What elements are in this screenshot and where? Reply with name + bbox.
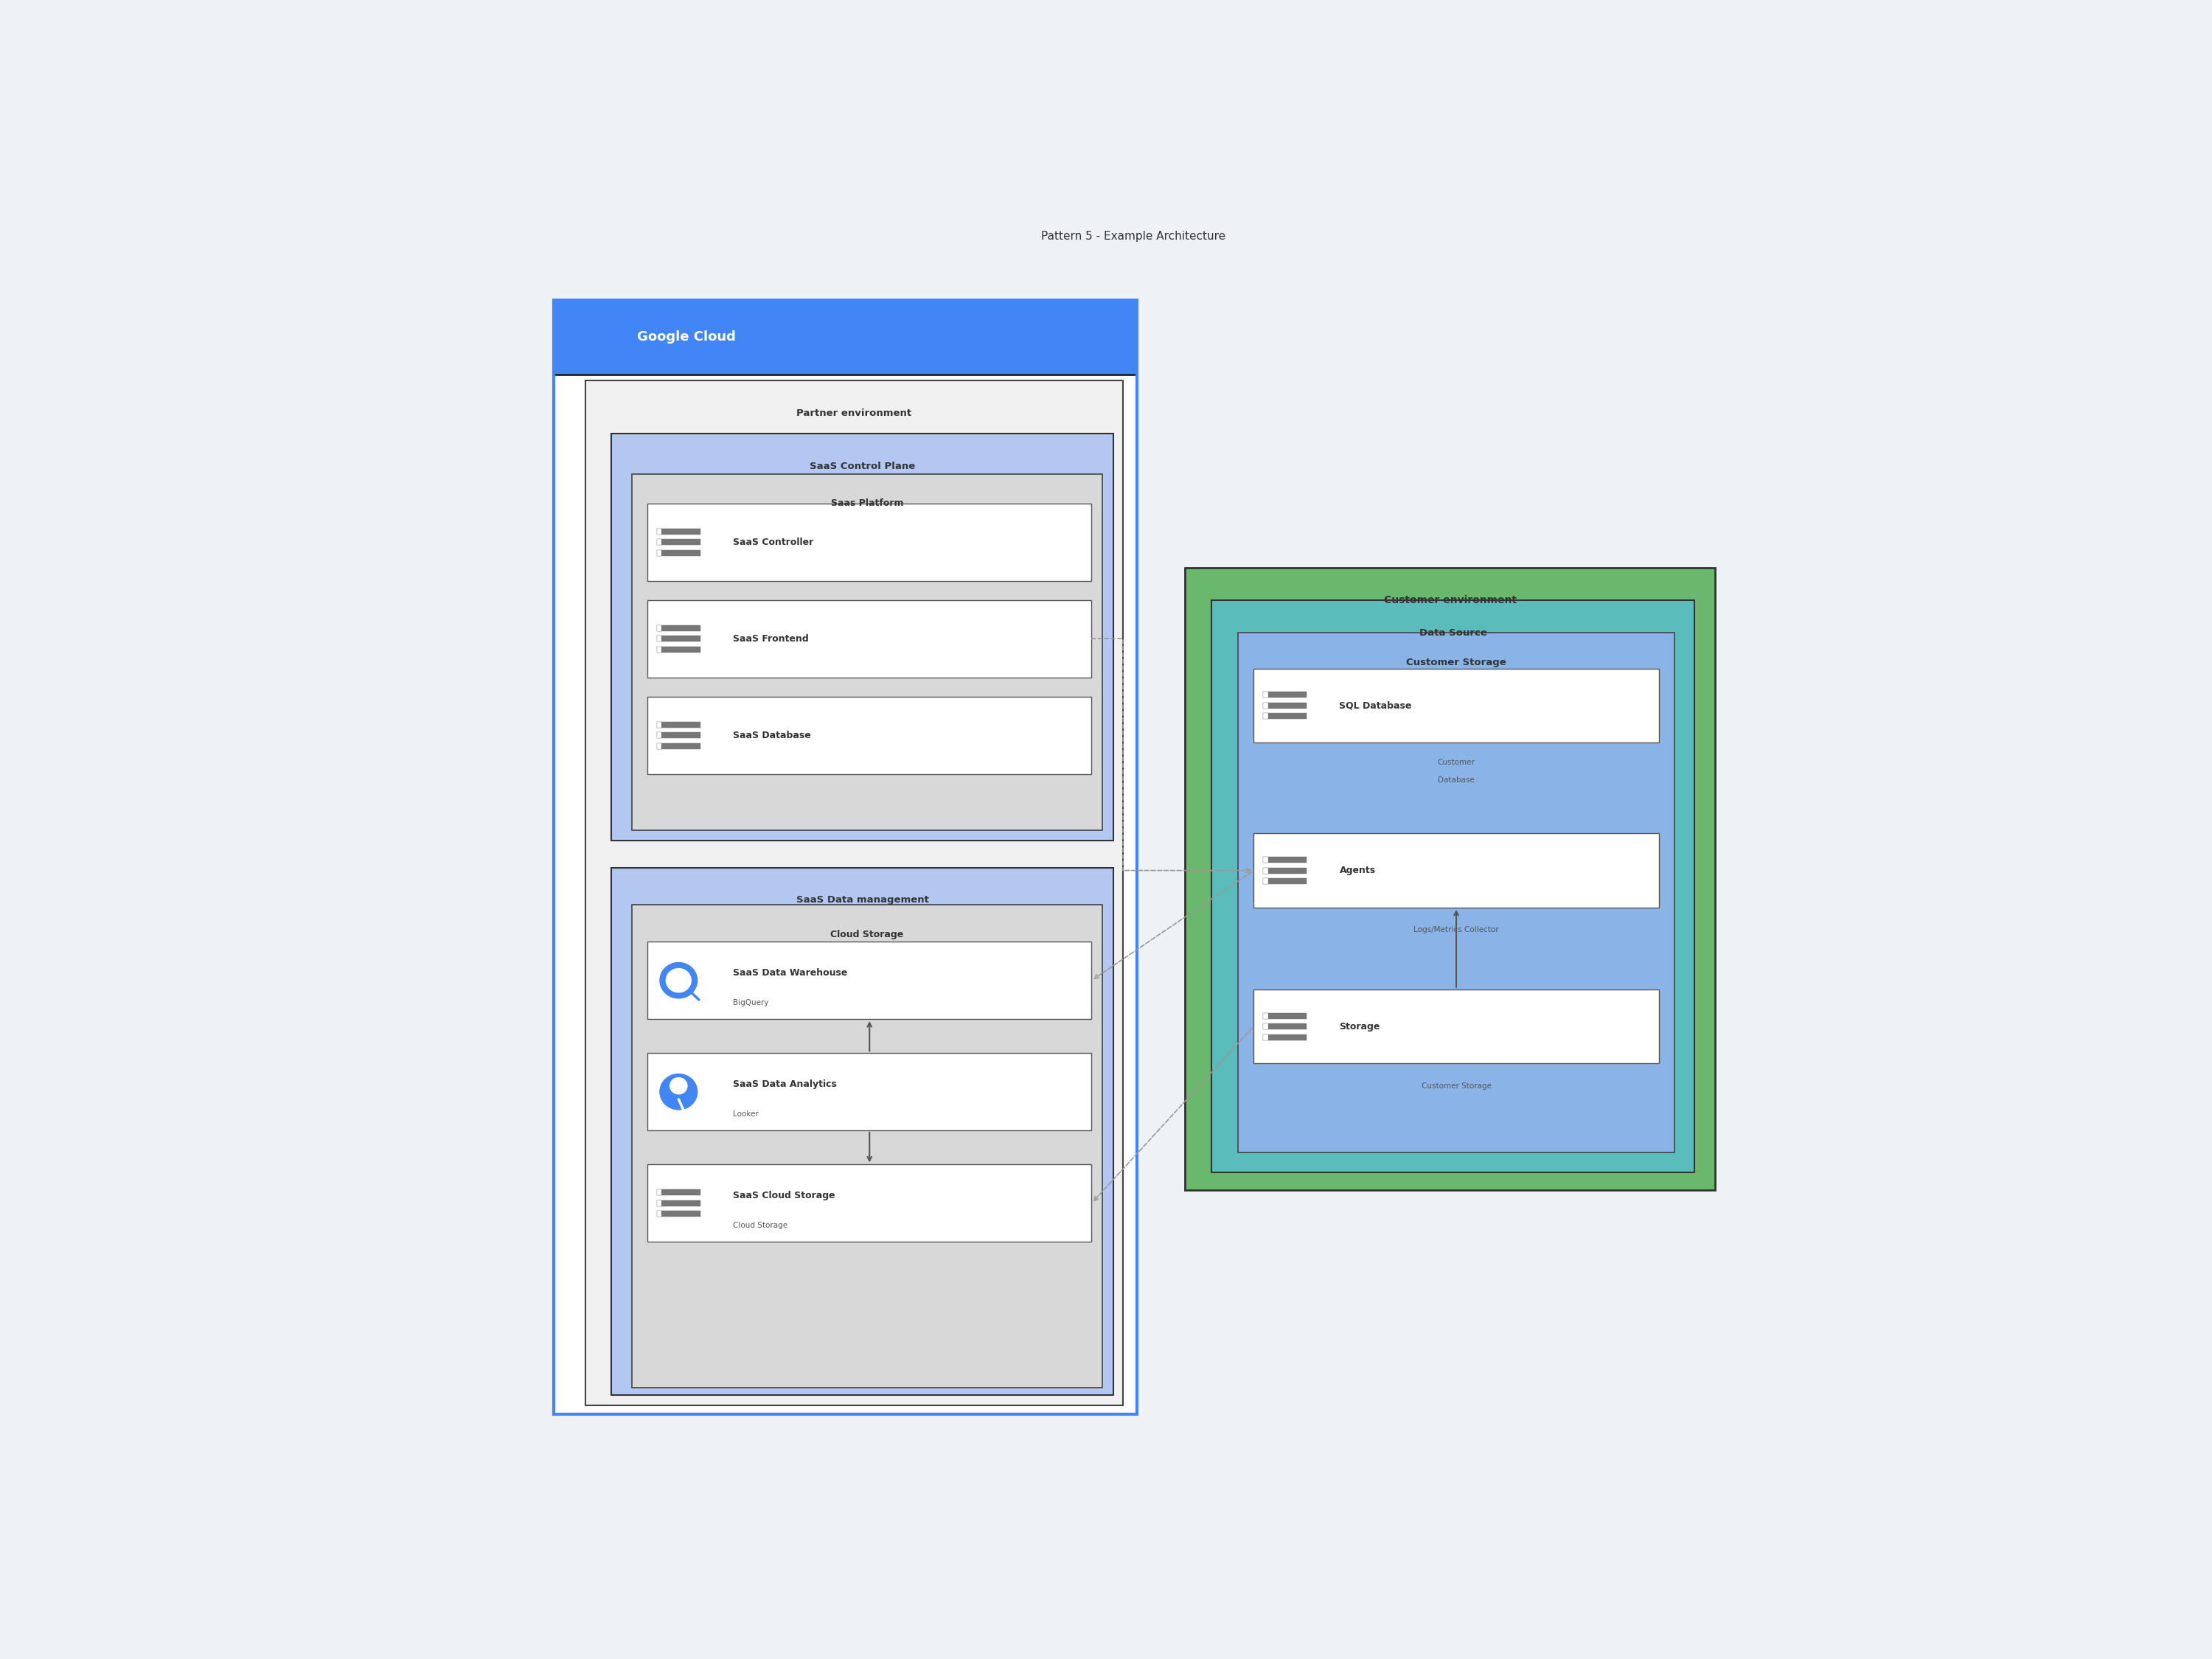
Text: Pattern 5 - Example Architecture: Pattern 5 - Example Architecture [1042, 231, 1225, 242]
Bar [648, 601, 1091, 677]
Bar [553, 300, 1137, 1413]
Bar [1254, 833, 1659, 907]
Text: Storage: Storage [1338, 1022, 1380, 1032]
Bar [611, 868, 1113, 1395]
Bar [657, 635, 661, 642]
Bar [633, 474, 1102, 831]
Text: SaaS Frontend: SaaS Frontend [732, 634, 810, 644]
Circle shape [659, 962, 697, 999]
Bar [1263, 1024, 1267, 1029]
Bar [1263, 1034, 1267, 1040]
Bar [648, 942, 1091, 1019]
Bar [657, 1199, 661, 1206]
Bar [657, 529, 661, 534]
Bar [1263, 703, 1267, 708]
Bar [657, 539, 701, 546]
Bar [657, 1211, 701, 1216]
Bar [657, 625, 701, 630]
Bar [657, 549, 661, 556]
Bar [657, 722, 661, 728]
Text: Customer: Customer [1438, 758, 1475, 766]
Circle shape [659, 1073, 697, 1110]
Text: Google Cloud: Google Cloud [637, 330, 737, 343]
Text: BigQuery: BigQuery [732, 999, 770, 1007]
Bar [1263, 856, 1307, 863]
Bar [657, 529, 701, 534]
Bar [648, 1053, 1091, 1130]
Bar [1263, 878, 1307, 884]
Bar [1263, 692, 1267, 698]
Bar [1263, 868, 1267, 873]
Text: Customer environment: Customer environment [1385, 596, 1517, 606]
Bar [1239, 632, 1674, 1153]
Bar [657, 743, 701, 748]
Bar [1254, 989, 1659, 1063]
Bar [1254, 669, 1659, 743]
Text: Cloud Storage: Cloud Storage [732, 1221, 787, 1229]
Text: Logs/Metrics Collector: Logs/Metrics Collector [1413, 926, 1500, 934]
Bar [584, 380, 1124, 1405]
Bar [657, 1211, 661, 1216]
Text: Data Source: Data Source [1420, 629, 1486, 637]
Text: SaaS Data Warehouse: SaaS Data Warehouse [732, 969, 847, 977]
Bar [657, 1190, 701, 1196]
Text: Customer Storage: Customer Storage [1422, 1082, 1491, 1090]
Text: SaaS Controller: SaaS Controller [732, 538, 814, 547]
Bar [657, 647, 701, 652]
Bar [1263, 1034, 1307, 1040]
Circle shape [666, 969, 690, 992]
Bar [1263, 1012, 1307, 1019]
Bar [1263, 713, 1267, 720]
Bar [648, 1165, 1091, 1243]
Bar [657, 732, 701, 738]
Text: Cloud Storage: Cloud Storage [830, 929, 905, 939]
Bar [1186, 567, 1714, 1190]
Bar [657, 732, 661, 738]
Bar [633, 904, 1102, 1387]
Bar [657, 635, 701, 642]
Bar [657, 1199, 701, 1206]
Bar [1263, 1012, 1267, 1019]
Text: Saas Platform: Saas Platform [832, 499, 902, 508]
Text: SaaS Cloud Storage: SaaS Cloud Storage [732, 1191, 836, 1201]
Bar [1263, 692, 1307, 698]
Bar [657, 539, 661, 546]
Bar [1263, 856, 1267, 863]
Text: Customer Storage: Customer Storage [1407, 657, 1506, 667]
Text: Agents: Agents [1338, 866, 1376, 876]
Bar [657, 1190, 661, 1196]
Text: Partner environment: Partner environment [796, 408, 911, 418]
Bar [657, 743, 661, 748]
Text: Looker: Looker [732, 1110, 759, 1118]
Bar [657, 549, 701, 556]
Bar [648, 697, 1091, 773]
Text: SQL Database: SQL Database [1338, 700, 1411, 710]
Text: SaaS Control Plane: SaaS Control Plane [810, 461, 916, 471]
Bar [657, 647, 661, 652]
Text: SaaS Data Analytics: SaaS Data Analytics [732, 1080, 836, 1090]
Bar [1212, 601, 1694, 1171]
Bar [1263, 703, 1307, 708]
Bar [611, 433, 1113, 841]
Text: SaaS Data management: SaaS Data management [796, 896, 929, 904]
Bar [553, 300, 1137, 375]
Bar [648, 504, 1091, 581]
Text: Database: Database [1438, 776, 1475, 783]
Circle shape [670, 1078, 688, 1093]
Bar [553, 375, 1137, 1413]
Bar [1263, 878, 1267, 884]
Bar [1263, 713, 1307, 720]
Bar [657, 625, 661, 630]
Bar [657, 722, 701, 728]
Text: SaaS Database: SaaS Database [732, 730, 812, 740]
Bar [1263, 868, 1307, 873]
Bar [1263, 1024, 1307, 1029]
